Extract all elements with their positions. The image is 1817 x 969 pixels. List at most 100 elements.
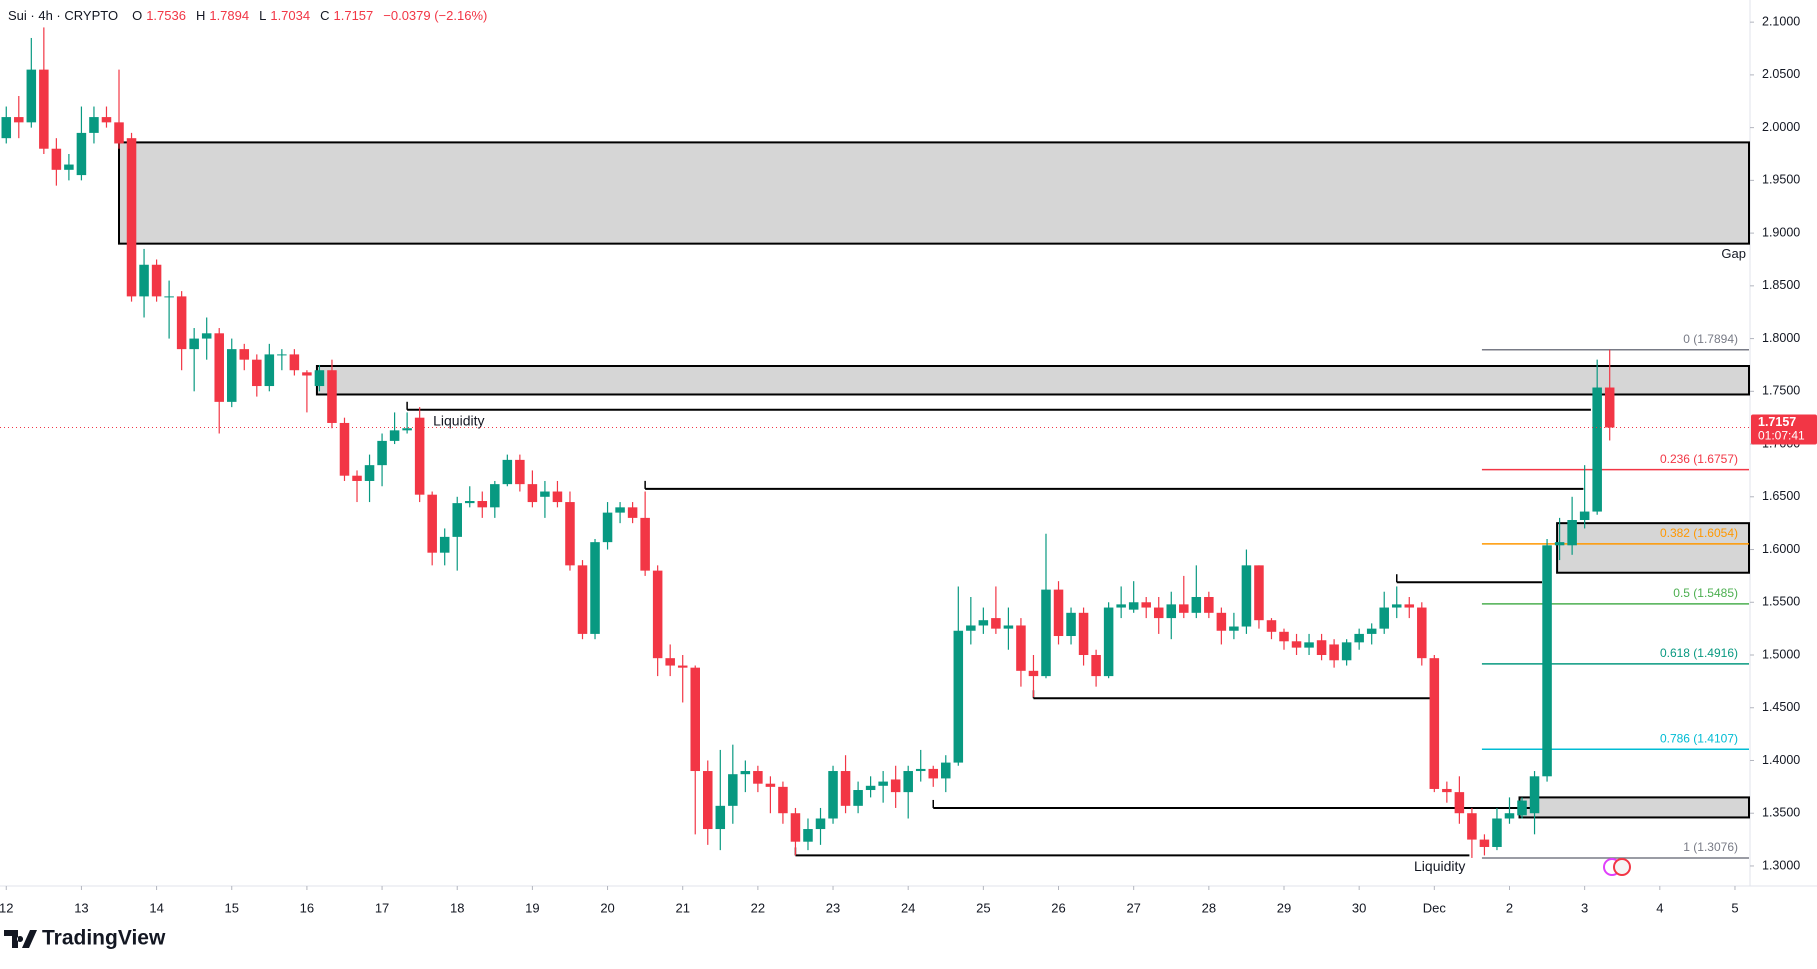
- x-tick-label: 14: [149, 900, 163, 915]
- x-tick-label: 16: [300, 900, 314, 915]
- candle-body: [1053, 589, 1064, 637]
- x-tick-label: 26: [1051, 900, 1065, 915]
- candle-body: [1204, 596, 1214, 613]
- fib-label: 0.382 (1.6054): [1660, 526, 1738, 540]
- candle-body: [1091, 655, 1101, 677]
- x-tick-label: 18: [450, 900, 464, 915]
- fib-label: 0.236 (1.6757): [1660, 452, 1738, 466]
- candle-body: [540, 491, 550, 497]
- x-tick-label: 5: [1731, 900, 1738, 915]
- fib-label: 1 (1.3076): [1683, 840, 1738, 854]
- y-tick-label: 1.8500: [1762, 278, 1800, 292]
- y-tick-label: 1.4000: [1762, 753, 1800, 767]
- y-tick-label: 1.4500: [1762, 700, 1800, 714]
- candle-body: [941, 762, 951, 779]
- candle-body: [815, 818, 826, 830]
- candle-body: [439, 536, 450, 553]
- candle-body: [828, 771, 838, 819]
- x-tick-label: 3: [1581, 900, 1588, 915]
- candle-body: [414, 417, 425, 495]
- candle-body: [1467, 813, 1477, 840]
- candle-body: [1417, 607, 1427, 659]
- candle-body: [865, 785, 876, 791]
- candle-body: [339, 422, 350, 476]
- last-price-label: 1.7157: [1758, 415, 1796, 429]
- change: −0.0379 (−2.16%): [383, 8, 488, 23]
- candle-body: [1529, 776, 1540, 814]
- candle-body: [352, 475, 362, 481]
- candle-body: [314, 370, 325, 387]
- candle-body: [389, 430, 400, 441]
- candle-body: [1442, 788, 1452, 793]
- candle-body: [151, 264, 162, 297]
- x-tick-label: 29: [1277, 900, 1291, 915]
- candle-body: [201, 333, 212, 339]
- candle-body: [853, 790, 863, 806]
- ohlc-letter: L: [259, 8, 267, 23]
- zone: [118, 141, 1751, 245]
- candle-body: [327, 370, 337, 423]
- x-tick-label: 12: [0, 900, 13, 915]
- candle-body: [1028, 670, 1039, 677]
- candle-body: [226, 349, 237, 402]
- countdown: 01:07:41: [1758, 429, 1805, 443]
- candle-body: [289, 354, 300, 371]
- candle-body: [991, 618, 1001, 629]
- candle-body: [602, 512, 613, 543]
- candle-body: [652, 570, 663, 659]
- candle-body: [840, 771, 851, 806]
- ohlc-letter: O: [132, 8, 143, 23]
- logo: TradingView: [4, 927, 166, 950]
- y-tick-label: 1.7500: [1762, 384, 1800, 398]
- event-icon: [1613, 858, 1631, 876]
- candle-body: [1229, 626, 1239, 631]
- candle-body: [252, 359, 262, 387]
- candle-body: [464, 501, 475, 504]
- x-tick-label: 4: [1656, 900, 1663, 915]
- y-tick-label: 1.6000: [1762, 542, 1800, 556]
- candle-body: [189, 338, 199, 350]
- level-label: Liquidity: [1414, 858, 1465, 874]
- legend-header: Sui · 4h · CRYPTO O 1.7536 H 1.7894 L 1.7034 C 1…: [8, 8, 493, 23]
- y-tick-label: 1.6500: [1762, 489, 1800, 503]
- candle-body: [565, 502, 575, 566]
- ohlc-letter: C: [320, 8, 330, 23]
- candle-body: [1078, 612, 1089, 656]
- x-tick-label: 28: [1202, 900, 1216, 915]
- candle-body: [239, 349, 250, 360]
- candle-body: [1604, 387, 1615, 428]
- candle-body: [1003, 625, 1014, 629]
- candle-body: [577, 565, 588, 634]
- candle-body: [277, 354, 287, 356]
- candle-body: [1066, 612, 1076, 637]
- candle-body: [1316, 640, 1327, 656]
- candle-body: [1, 117, 12, 139]
- candle-body: [1517, 800, 1527, 816]
- candle-body: [176, 296, 187, 350]
- candle-body: [527, 484, 538, 503]
- y-tick-label: 1.3500: [1762, 806, 1800, 820]
- candle-body: [1191, 596, 1202, 613]
- x-tick-label: 25: [976, 900, 990, 915]
- candle-body: [164, 296, 174, 298]
- candle-body: [665, 658, 675, 666]
- x-tick-label: 15: [225, 900, 239, 915]
- fib-label: 0.618 (1.4916): [1660, 646, 1738, 660]
- candle-body: [1329, 644, 1339, 661]
- candle-body: [753, 771, 763, 784]
- candle-body: [26, 69, 37, 123]
- candle-body: [1404, 604, 1415, 608]
- x-tick-label: 23: [826, 900, 840, 915]
- candle-body: [1179, 604, 1189, 613]
- y-tick-label: 1.3000: [1762, 858, 1800, 872]
- candle-body: [377, 440, 387, 466]
- candle-body: [264, 354, 275, 387]
- symbol: Sui · 4h · CRYPTO: [8, 8, 119, 23]
- candle-body: [1492, 818, 1502, 847]
- candle-body: [1041, 589, 1051, 677]
- candle-body: [778, 786, 788, 814]
- plot-area: 1.3000 1.3500 1.4000 1.4500 1.5000 1.5500 1.60…: [0, 0, 1817, 915]
- candle-body: [728, 774, 738, 806]
